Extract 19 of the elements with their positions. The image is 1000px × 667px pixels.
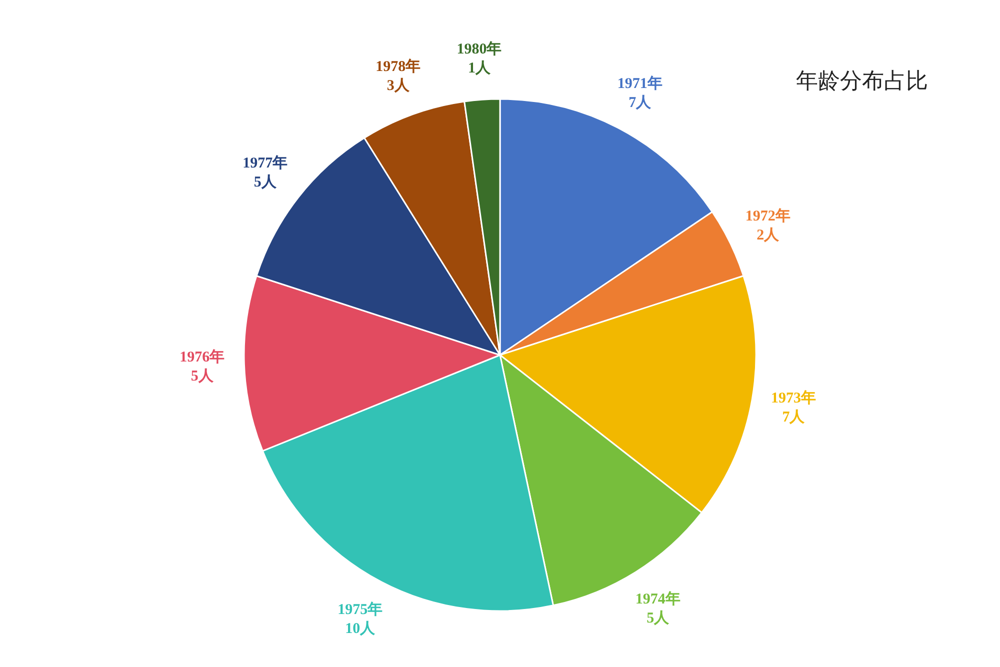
- data-label: 7人: [628, 94, 652, 111]
- slice-label: 1975年: [338, 601, 383, 618]
- slice-label: 1973年: [770, 390, 816, 407]
- slice-label: 1974年: [635, 590, 680, 608]
- data-label: 5人: [646, 610, 670, 627]
- text: 年龄分布占比: [796, 68, 928, 93]
- data-label: 10人: [345, 620, 376, 638]
- slice-label: 1976年: [180, 348, 225, 366]
- data-label: 5人: [254, 174, 278, 191]
- data-label: 2人: [756, 226, 780, 244]
- data-label: 3人: [386, 76, 410, 94]
- slice-label: 1980年: [456, 40, 502, 58]
- slice-label: 1972年: [745, 207, 790, 224]
- data-label: 1人: [468, 60, 492, 77]
- slice-label: 1971年: [617, 74, 662, 92]
- slice-label: 1978年: [376, 58, 421, 75]
- data-label: 7人: [782, 408, 806, 426]
- data-label: 5人: [190, 367, 214, 384]
- slice-label: 1977年: [242, 154, 288, 172]
